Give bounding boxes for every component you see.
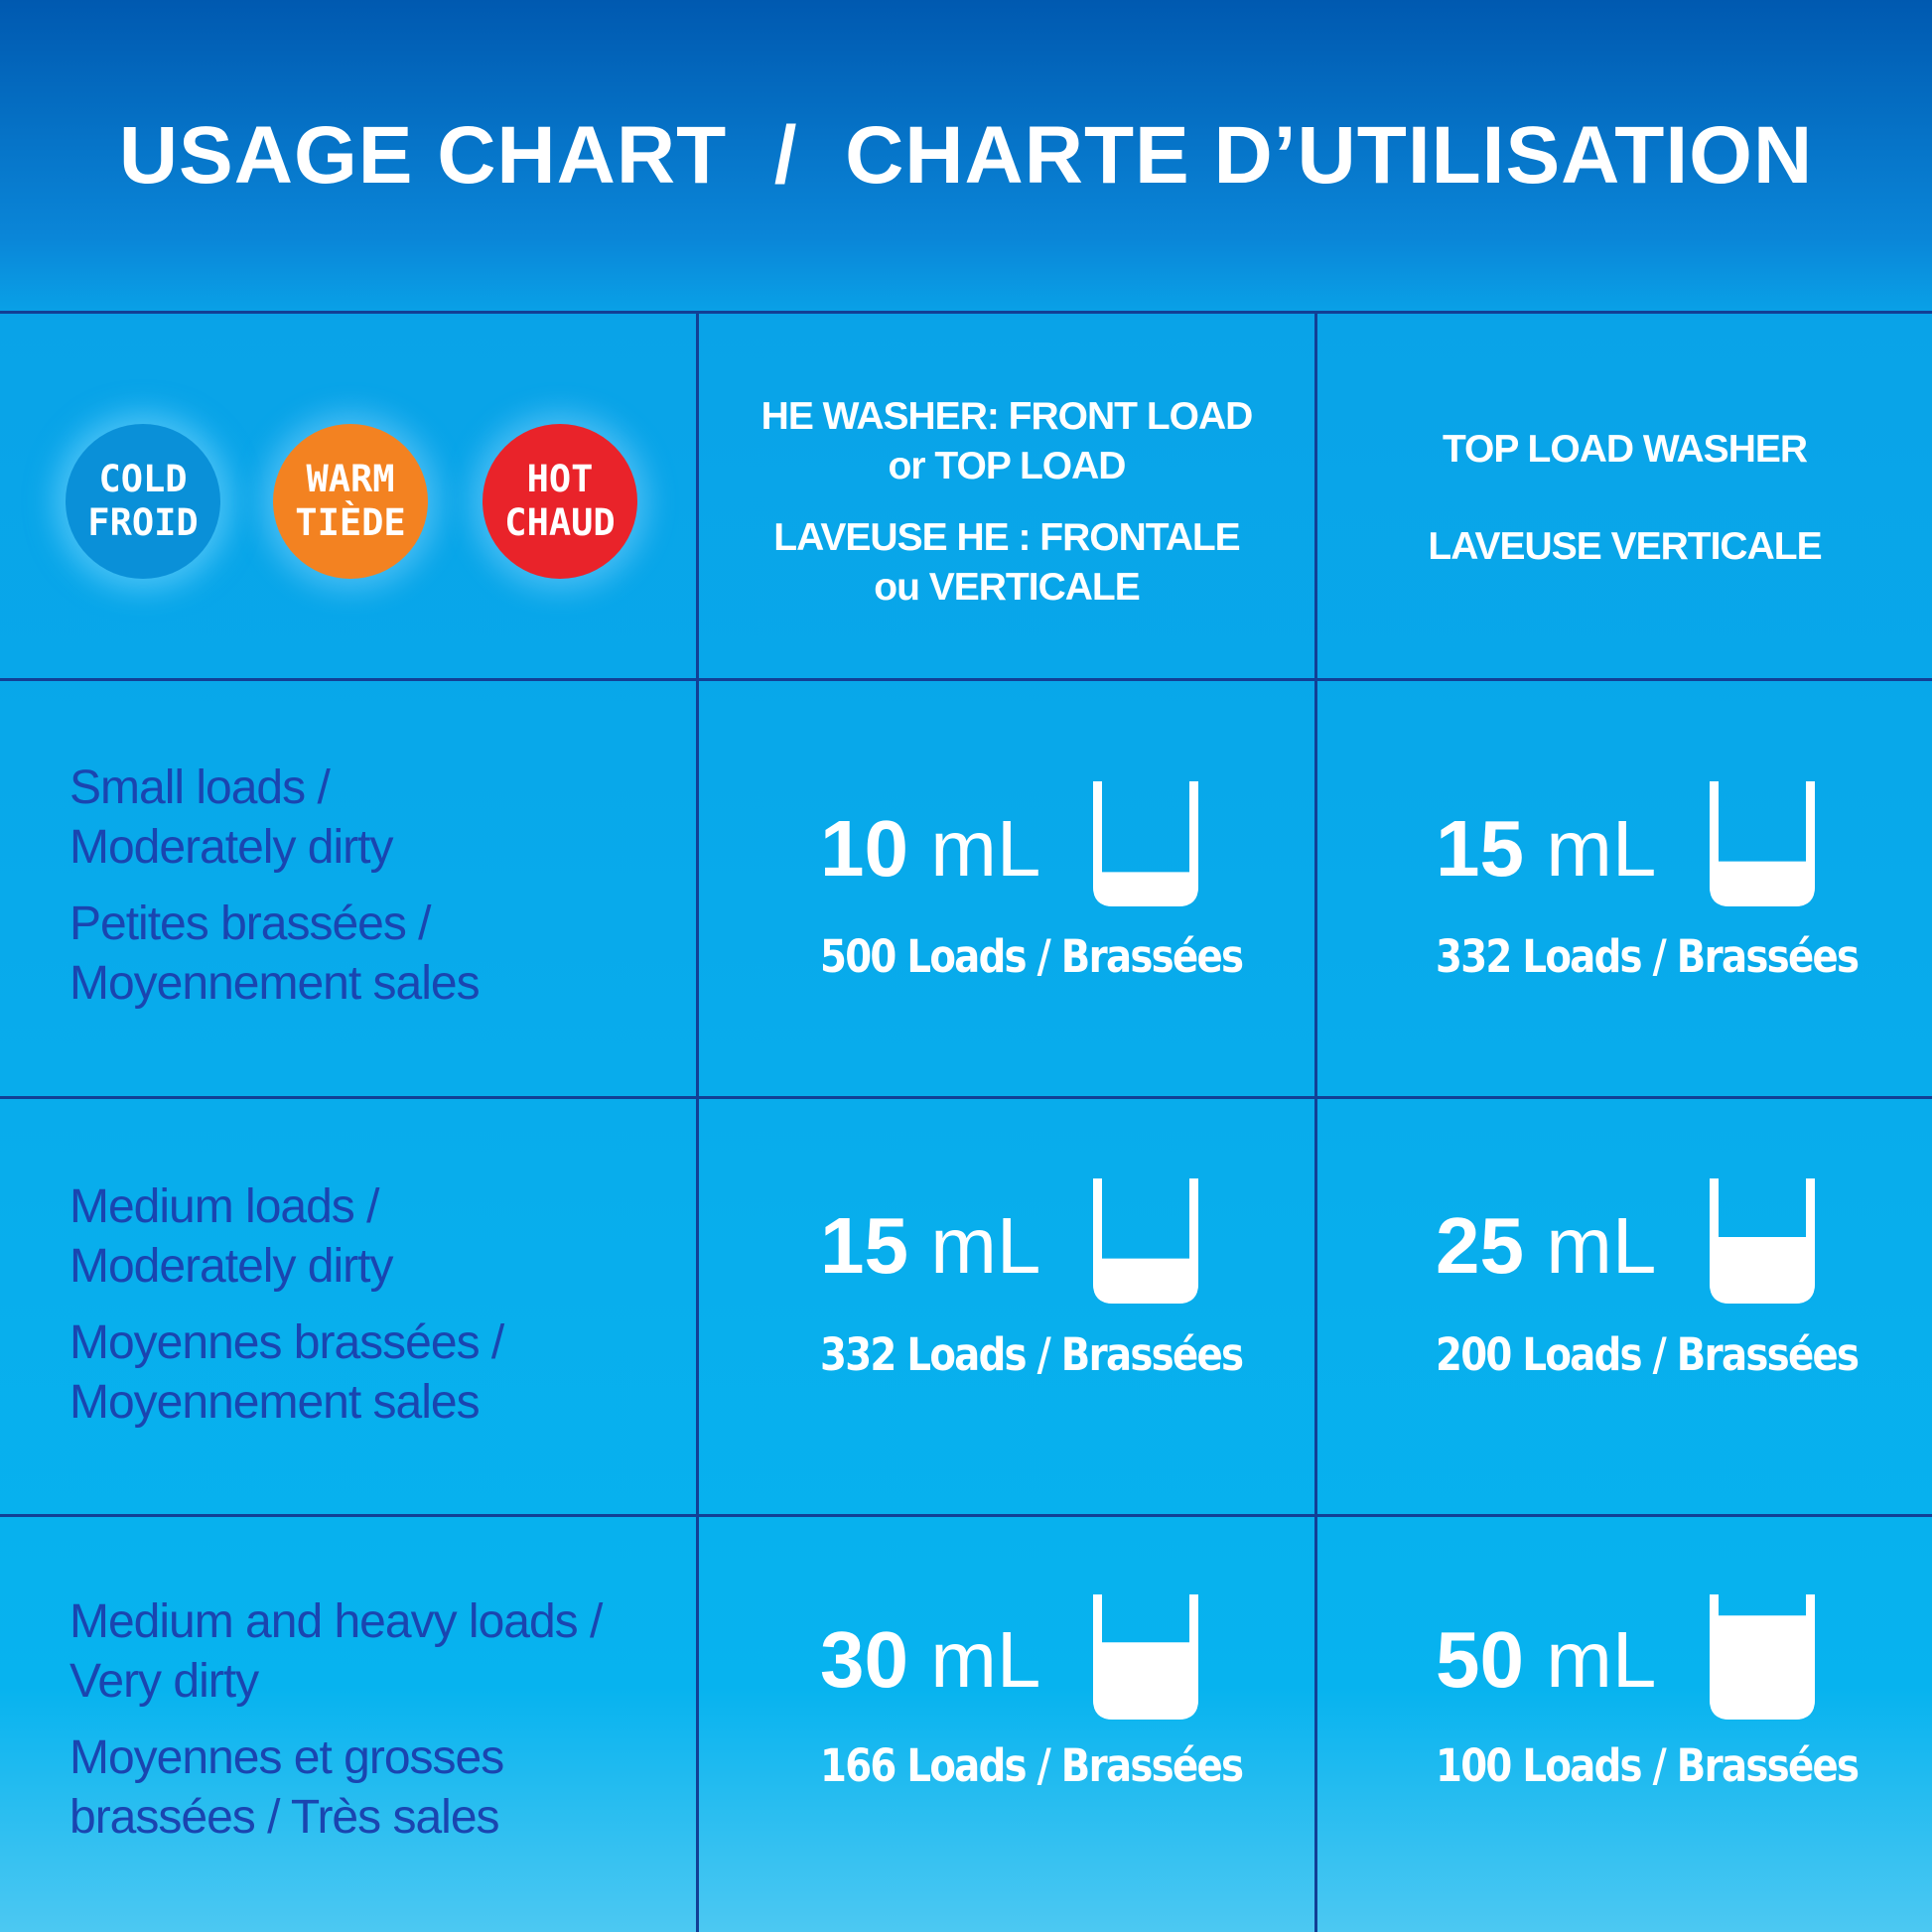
hot-label: HOT — [526, 458, 594, 500]
tiede-label: TIÈDE — [295, 501, 406, 544]
measuring-cup-icon — [1710, 1594, 1815, 1720]
grid-line-row-3-top — [0, 1514, 1932, 1517]
dose-amount: 25 mL — [1436, 1201, 1656, 1291]
row-label-medium-loads: Medium loads / Moderately dirty Moyennes… — [69, 1177, 504, 1433]
grid-line-row-1-top — [0, 678, 1932, 681]
dose-amount: 30 mL — [820, 1615, 1040, 1705]
cup-outline — [1710, 781, 1815, 906]
row-label-fr-line-2: Moyennement sales — [69, 957, 481, 1010]
row-label-fr-line-2: Moyennement sales — [69, 1376, 481, 1429]
dose-amount: 10 mL — [820, 804, 1040, 894]
cup-outline — [1710, 1178, 1815, 1304]
warm-label: WARM — [306, 458, 395, 500]
loads-count: 332 Loads / Brassées — [820, 1328, 1244, 1381]
grid-line-header-top — [0, 311, 1932, 314]
dose-unit: mL — [1546, 804, 1657, 893]
hot-badge-icon: HOT CHAUD — [483, 424, 637, 579]
row-label-small-loads: Small loads / Moderately dirty Petites b… — [69, 759, 481, 1014]
dose-number: 50 — [1436, 1615, 1524, 1704]
cup-outline — [1093, 781, 1198, 906]
dose-unit: mL — [930, 804, 1041, 893]
row-label-en-line-1: Small loads / — [69, 761, 331, 814]
dose-unit: mL — [930, 1201, 1041, 1290]
dose-amount: 50 mL — [1436, 1615, 1656, 1705]
loads-count: 100 Loads / Brassées — [1436, 1739, 1860, 1792]
dose-unit: mL — [930, 1615, 1041, 1704]
loads-count: 332 Loads / Brassées — [1436, 930, 1860, 983]
column-header-en-line-2: or TOP LOAD — [888, 445, 1127, 487]
loads-count: 166 Loads / Brassées — [820, 1739, 1244, 1792]
measuring-cup-icon — [1710, 1178, 1815, 1304]
row-label-fr-line-2: brassées / Très sales — [69, 1791, 500, 1844]
row-label-en-line-2: Moderately dirty — [69, 821, 393, 874]
cup-fill — [1093, 1642, 1198, 1720]
row-label-heavy-loads: Medium and heavy loads / Very dirty Moye… — [69, 1592, 603, 1848]
row-label-en-line-1: Medium loads / — [69, 1180, 379, 1233]
dose-number: 25 — [1436, 1201, 1524, 1290]
chaud-label: CHAUD — [504, 501, 616, 544]
cup-fill — [1710, 1615, 1815, 1720]
cup-fill — [1710, 861, 1815, 906]
column-header-en-line-1: TOP LOAD WASHER — [1442, 428, 1808, 471]
grid-line-col-1 — [696, 313, 699, 1932]
cup-fill — [1093, 1258, 1198, 1304]
row-label-en-line-2: Moderately dirty — [69, 1240, 393, 1293]
grid-line-row-2-top — [0, 1096, 1932, 1099]
cup-outline — [1093, 1594, 1198, 1720]
dose-amount: 15 mL — [820, 1201, 1040, 1291]
dose-number: 15 — [820, 1201, 908, 1290]
dose-number: 30 — [820, 1615, 908, 1704]
loads-count: 500 Loads / Brassées — [820, 930, 1244, 983]
measuring-cup-icon — [1710, 781, 1815, 906]
cup-fill — [1710, 1237, 1815, 1304]
column-header-fr-line-2: ou VERTICALE — [874, 566, 1141, 609]
measuring-cup-icon — [1093, 1178, 1198, 1304]
row-label-fr-line-1: Moyennes et grosses — [69, 1731, 504, 1784]
cup-outline — [1710, 1594, 1815, 1720]
froid-label: FROID — [87, 501, 199, 544]
measuring-cup-icon — [1093, 1594, 1198, 1720]
row-label-fr-line-1: Petites brassées / — [69, 897, 432, 950]
cold-badge-icon: COLD FROID — [66, 424, 220, 579]
row-label-en-line-2: Very dirty — [69, 1655, 259, 1708]
column-header-top-load-washer: TOP LOAD WASHER LAVEUSE VERTICALE — [1317, 425, 1932, 572]
dose-unit: mL — [1546, 1201, 1657, 1290]
column-header-fr-line-1: LAVEUSE HE : FRONTALE — [773, 516, 1240, 559]
cold-label: COLD — [98, 458, 188, 500]
dose-unit: mL — [1546, 1615, 1657, 1704]
page-title: USAGE CHART / CHARTE D’UTILISATION — [118, 110, 1814, 201]
column-header-fr-line-1: LAVEUSE VERTICALE — [1428, 525, 1822, 568]
row-label-fr-line-1: Moyennes brassées / — [69, 1316, 504, 1369]
grid-line-col-2 — [1314, 313, 1317, 1932]
cup-outline — [1093, 1178, 1198, 1304]
row-label-en-line-1: Medium and heavy loads / — [69, 1595, 603, 1648]
dose-number: 15 — [1436, 804, 1524, 893]
dose-amount: 15 mL — [1436, 804, 1656, 894]
dose-number: 10 — [820, 804, 908, 893]
column-header-en-line-1: HE WASHER: FRONT LOAD — [760, 395, 1254, 438]
warm-badge-icon: WARM TIÈDE — [273, 424, 428, 579]
measuring-cup-icon — [1093, 781, 1198, 906]
loads-count: 200 Loads / Brassées — [1436, 1328, 1860, 1381]
column-header-he-washer: HE WASHER: FRONT LOAD or TOP LOAD LAVEUS… — [699, 392, 1314, 613]
